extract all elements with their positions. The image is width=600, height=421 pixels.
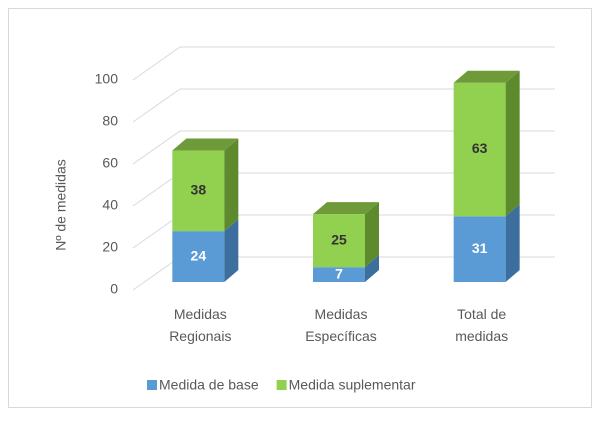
y-tick-label: 20 <box>102 239 118 255</box>
legend-label: Medida suplementar <box>289 377 416 393</box>
bar-top <box>313 202 379 215</box>
bar-front <box>172 231 225 282</box>
legend-swatch <box>276 380 287 390</box>
legend-label: Medida de base <box>159 377 259 393</box>
bar-side <box>365 202 379 268</box>
bar-side <box>505 204 520 282</box>
y-axis-title: Nº de medidas <box>53 159 69 251</box>
x-tick-label: Total de medidas <box>455 306 508 344</box>
bar-top <box>172 138 239 151</box>
grid-line <box>132 46 555 81</box>
data-label: 38 <box>191 182 207 198</box>
bar-front <box>453 82 506 217</box>
x-tick-label: Medidas Específicas <box>305 306 377 344</box>
bar-side <box>505 70 520 217</box>
data-label: 25 <box>331 231 347 247</box>
data-label: 24 <box>191 247 207 263</box>
bar-front <box>453 216 506 282</box>
bar-side <box>224 219 239 282</box>
bar-front <box>172 150 225 232</box>
bar-front <box>313 267 365 282</box>
legend-swatch <box>147 380 157 390</box>
y-tick-label: 80 <box>102 113 118 129</box>
bar-side <box>224 138 239 232</box>
data-label: 63 <box>472 140 488 156</box>
y-tick-label: 40 <box>102 197 118 213</box>
y-tick-label: 0 <box>110 281 118 297</box>
grid-line <box>132 130 555 165</box>
y-tick-label: 100 <box>95 71 119 87</box>
x-tick-label: Medidas Regionais <box>169 306 231 344</box>
data-label: 7 <box>335 265 343 281</box>
grid-line <box>132 88 555 123</box>
bar-side <box>365 255 379 282</box>
y-tick-label: 60 <box>102 155 118 171</box>
bar-front <box>313 214 365 268</box>
data-label: 31 <box>472 240 488 256</box>
bar-top <box>453 70 520 83</box>
